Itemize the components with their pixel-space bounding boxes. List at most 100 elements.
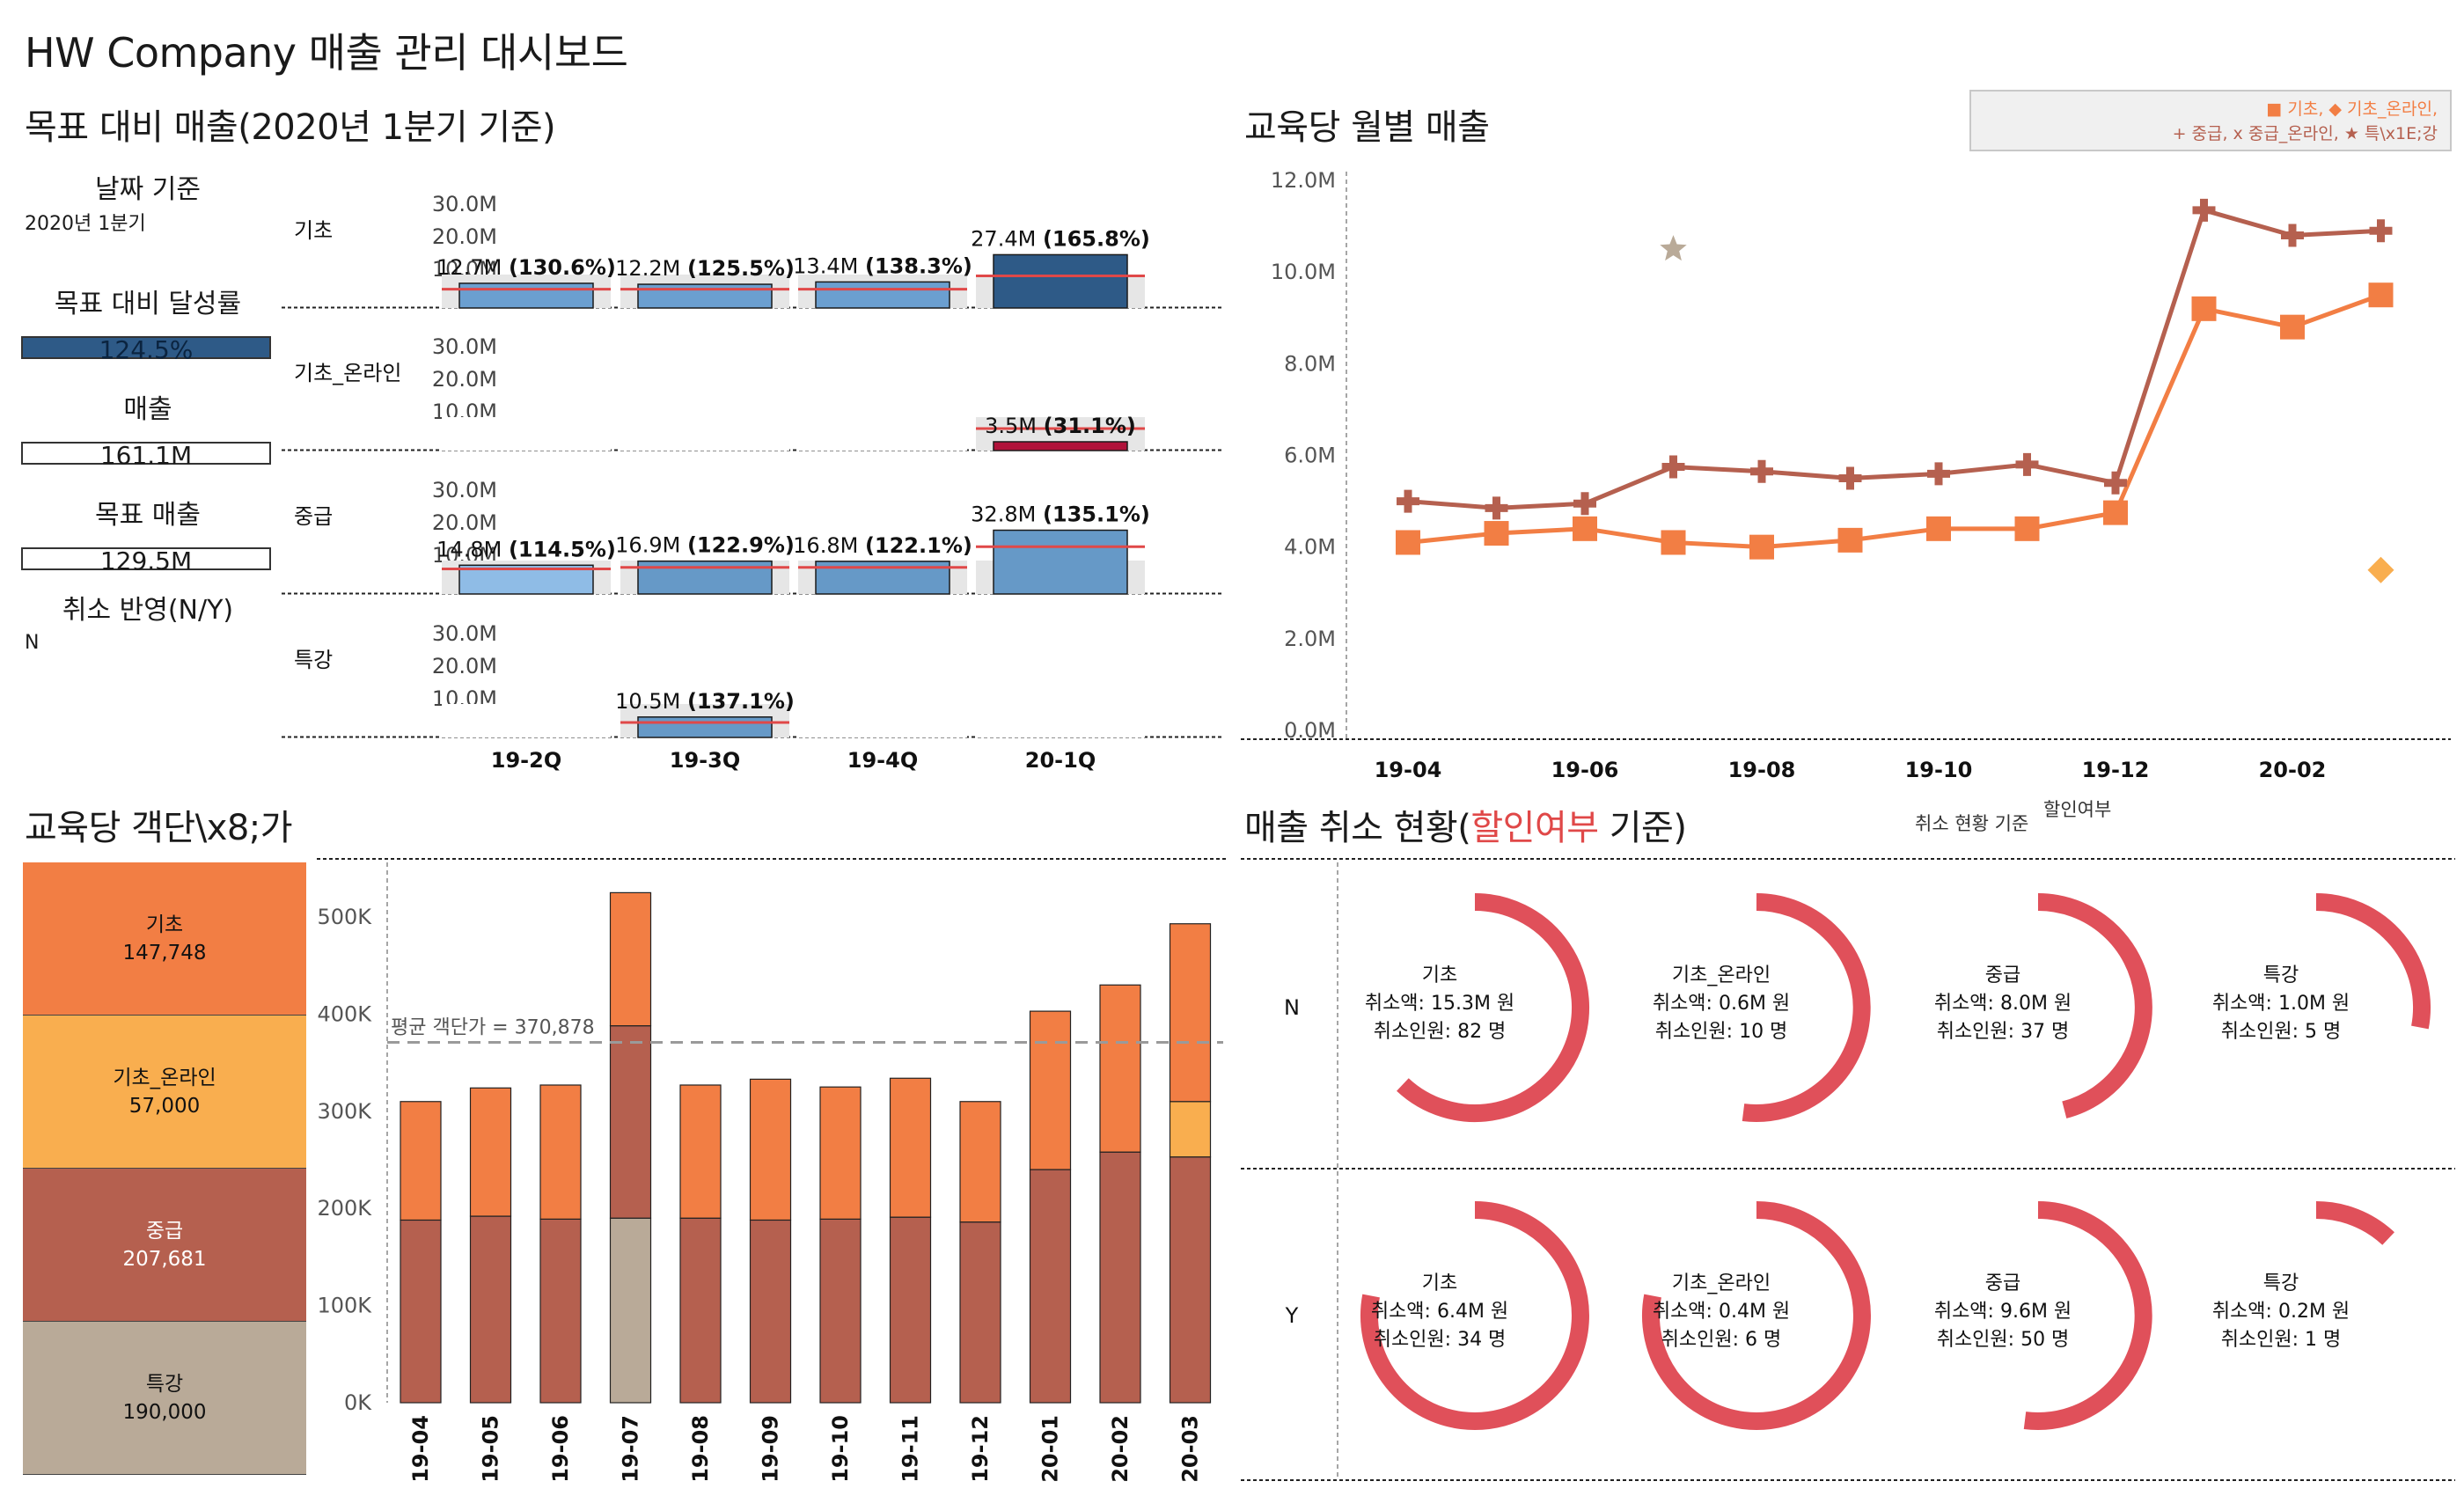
pertx-bar-segment [680,1085,721,1218]
pertx-y-tick: 0K [344,1390,372,1415]
target-row-label: 중급 [294,504,333,529]
monthly-point [2281,224,2304,247]
target-x-tick: 19-2Q [491,748,561,773]
pertx-average-value: 190,000 [122,1398,206,1426]
target-bar-label: 14.8M (114.5%) [436,537,616,561]
cancel-item-people: 취소인원: 37 명 [1937,1021,2070,1043]
target-y-tick: 30.0M [432,621,497,646]
pertx-bar-segment [471,1088,511,1216]
legend-line-1: ■ 기초, ◆ 기초_온라인, [1984,97,2438,121]
monthly-point [1839,467,1862,490]
pertx-x-tick: 20-02 [1108,1415,1133,1483]
date-filter-label: 날짜 기준 [16,167,280,206]
pertx-bar-segment [1170,1157,1211,1403]
pertx-y-tick: 300K [317,1099,372,1124]
pertx-x-tick: 19-08 [688,1415,713,1483]
target-row-label: 기초_온라인 [294,361,401,385]
pertx-section-title: 교육당 객단\x8;가 [25,799,292,850]
cancel-filter-value[interactable]: N [25,632,39,654]
pertx-bar-segment [400,1102,441,1221]
pertx-y-tick: 500K [317,905,372,929]
pertx-bar-segment [680,1218,721,1403]
target-y-tick: 30.0M [432,478,497,502]
pertx-y-tick: 400K [317,1001,372,1026]
monthly-point [2016,453,2039,476]
target-bar-label: 3.5M (31.1%) [985,414,1136,438]
cancel-item-people: 취소인원: 34 명 [1374,1329,1507,1351]
cancel-item-name: 기초 [1422,964,1457,986]
monthly-legend[interactable]: ■ 기초, ◆ 기초_온라인, + 중급, x 중급_온라인, ★ 특\x1E;… [1969,90,2452,151]
cancel-sub-label-2[interactable]: 할인여부 [2043,796,2111,822]
target-bar-label: 16.8M (122.1%) [793,533,972,558]
monthly-point [1749,535,1774,560]
pertx-bar-segment [540,1085,581,1219]
pertx-bar-segment [611,1218,651,1403]
target-bar-label: 16.9M (122.9%) [615,533,795,558]
pertx-x-tick: 19-06 [548,1415,573,1483]
monthly-point [1662,456,1685,479]
pertx-bar-segment [891,1217,931,1403]
pertx-bar-segment [891,1078,931,1217]
monthly-point [2015,517,2040,541]
pertx-bar-segment [1030,1170,1071,1403]
pertx-average-item[interactable]: 특강 190,000 [23,1322,306,1475]
target-bar-label: 27.4M (165.8%) [971,226,1150,251]
cancel-item-name: 중급 [1985,1272,2020,1294]
achieve-value: 124.5% [23,335,269,364]
target-band [442,417,611,451]
pertx-average-value: 147,748 [122,939,206,967]
monthly-point [2370,219,2393,242]
monthly-point [2103,501,2128,525]
achieve-label: 목표 대비 달성률 [16,282,280,320]
target-bar [994,442,1127,451]
cancel-section-title: 매출 취소 현황(할인여부 기준) [1244,799,1686,850]
target-y-tick: 20.0M [432,510,497,535]
target-value: 129.5M [23,546,269,576]
pertx-average-value: 57,000 [129,1092,200,1120]
pertx-average-label: 평균 객단가 = 370,878 [391,1017,595,1039]
monthly-point [1838,528,1863,553]
monthly-series-line [1408,295,2381,546]
achieve-bar: 124.5% [21,336,271,359]
cancel-item-people: 취소인원: 50 명 [1937,1329,2070,1351]
cancel-item-name: 기초 [1422,1272,1457,1294]
pertx-average-name: 특강 [146,1370,183,1398]
date-filter-value[interactable]: 2020년 1분기 [25,208,146,236]
target-y-tick: 20.0M [432,224,497,249]
monthly-point [1396,530,1420,554]
pertx-average-item[interactable]: 기초_온라인 57,000 [23,1016,306,1169]
cancel-item-amount: 취소액: 6.4M 원 [1371,1301,1508,1323]
pertx-y-tick: 200K [317,1196,372,1221]
cancel-item-amount: 취소액: 8.0M 원 [1934,993,2072,1015]
target-band [798,704,967,737]
target-bar [638,717,772,737]
pertx-bar-segment [611,892,651,1025]
target-x-tick: 20-1Q [1025,748,1096,773]
pertx-bar-segment [751,1079,791,1220]
target-bar [994,254,1127,308]
monthly-x-tick: 19-04 [1375,758,1442,782]
target-band [442,704,611,737]
monthly-point [1927,462,1950,485]
cancel-filter-label: 취소 반영(N/Y) [16,588,280,627]
monthly-y-tick: 6.0M [1284,444,1336,468]
pertx-average-item[interactable]: 중급 207,681 [23,1169,306,1322]
pertx-chart: 500K 400K 300K 200K 100K 0K 19-04 19-05 19-06 19-… [317,854,1232,1487]
target-y-tick: 20.0M [432,654,497,678]
monthly-point [2280,315,2305,340]
sales-box: 161.1M [21,442,271,465]
target-x-tick: 19-3Q [670,748,740,773]
monthly-point [1573,492,1596,515]
target-bar-label: 32.8M (135.1%) [971,502,1150,527]
monthly-x-tick: 20-02 [2259,758,2327,782]
pertx-average-item[interactable]: 기초 147,748 [23,862,306,1016]
pertx-bar-segment [1170,924,1211,1102]
monthly-x-tick: 19-10 [1905,758,1973,782]
pertx-bar-segment [611,1026,651,1219]
pertx-bar-segment [1170,1102,1211,1157]
cancel-item-amount: 취소액: 15.3M 원 [1365,993,1514,1015]
pertx-x-tick: 19-04 [408,1415,433,1483]
monthly-point [2193,199,2216,222]
